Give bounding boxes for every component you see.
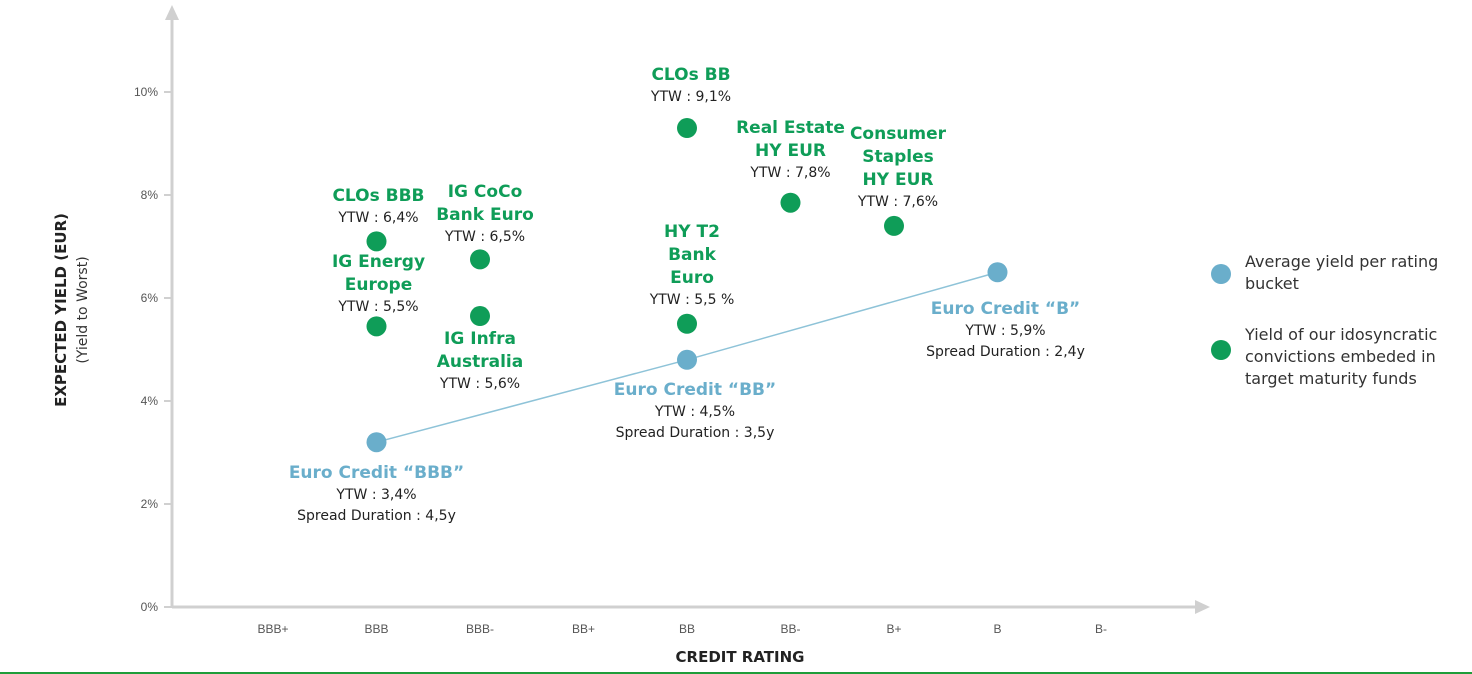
average-point-label: Euro Credit “B” bbox=[931, 299, 1080, 319]
conviction-point-label: Europe bbox=[345, 275, 412, 295]
conviction-point-label: Bank bbox=[668, 245, 717, 265]
x-tick-label: B+ bbox=[886, 622, 901, 636]
conviction-point-label: HY T2 bbox=[664, 222, 720, 242]
y-tick-label: 8% bbox=[141, 188, 159, 202]
point-detail-text: YTW : 7,6% bbox=[857, 194, 938, 210]
conviction-point-label: HY EUR bbox=[755, 141, 826, 161]
point-detail-text: YTW : 6,5% bbox=[444, 229, 525, 245]
y-axis-subtitle: (Yield to Worst) bbox=[75, 256, 91, 363]
y-axis-arrow bbox=[165, 5, 179, 20]
conviction-point-label: Bank Euro bbox=[436, 205, 534, 225]
conviction-point bbox=[677, 313, 697, 334]
legend-label: bucket bbox=[1245, 274, 1299, 293]
legend-label: Average yield per rating bbox=[1245, 252, 1438, 271]
average-point-label: Euro Credit “BBB” bbox=[289, 463, 464, 483]
y-tick-label: 4% bbox=[141, 394, 159, 408]
x-axis-arrow bbox=[1195, 600, 1210, 614]
conviction-point bbox=[884, 215, 904, 236]
y-axis-title: EXPECTED YIELD (EUR) bbox=[52, 213, 70, 407]
x-tick-label: BBB- bbox=[466, 622, 494, 636]
average-point bbox=[677, 349, 697, 370]
conviction-point bbox=[780, 192, 801, 213]
conviction-point-label: HY EUR bbox=[863, 170, 934, 190]
conviction-point-label: Real Estate bbox=[736, 118, 845, 138]
conviction-point-label: IG Infra bbox=[444, 329, 516, 349]
legend-marker bbox=[1211, 340, 1231, 360]
point-detail-text: YTW : 5,5% bbox=[337, 299, 418, 315]
legend-label: Yield of our idosyncratic bbox=[1244, 325, 1437, 344]
x-tick-label: BB+ bbox=[572, 622, 595, 636]
conviction-point-label: Consumer bbox=[850, 124, 947, 144]
x-tick-label: BB- bbox=[780, 622, 800, 636]
y-tick-label: 10% bbox=[134, 85, 158, 99]
point-detail-text: Spread Duration : 3,5y bbox=[616, 425, 775, 441]
legend-marker bbox=[1211, 264, 1231, 284]
legend-label: target maturity funds bbox=[1245, 369, 1417, 388]
y-tick-label: 6% bbox=[141, 291, 159, 305]
bottom-rule bbox=[0, 672, 1472, 674]
point-detail-text: YTW : 5,9% bbox=[964, 323, 1045, 339]
conviction-point-label: IG Energy bbox=[332, 252, 425, 272]
point-detail-text: YTW : 3,4% bbox=[335, 487, 416, 503]
point-detail-text: Spread Duration : 4,5y bbox=[297, 508, 456, 524]
conviction-point-label: Australia bbox=[437, 352, 524, 372]
x-tick-label: BBB bbox=[364, 622, 388, 636]
average-point bbox=[987, 262, 1008, 283]
conviction-point-label: Staples bbox=[862, 147, 934, 167]
x-tick-label: BB bbox=[679, 622, 695, 636]
point-detail-text: YTW : 6,4% bbox=[337, 210, 418, 226]
point-detail-text: Spread Duration : 2,4y bbox=[926, 344, 1085, 360]
conviction-point-label: Euro bbox=[670, 268, 714, 288]
average-point bbox=[366, 432, 387, 453]
conviction-point bbox=[470, 249, 490, 270]
x-axis-title: CREDIT RATING bbox=[676, 648, 805, 666]
point-detail-text: YTW : 9,1% bbox=[650, 89, 731, 105]
conviction-point-label: CLOs BBB bbox=[332, 186, 424, 206]
point-detail-text: YTW : 5,5 % bbox=[649, 292, 735, 308]
conviction-point bbox=[677, 118, 697, 139]
conviction-point-label: CLOs BB bbox=[651, 65, 730, 85]
x-tick-label: B- bbox=[1095, 622, 1107, 636]
x-tick-label: B bbox=[993, 622, 1001, 636]
point-detail-text: YTW : 5,6% bbox=[439, 376, 520, 392]
point-detail-text: YTW : 4,5% bbox=[654, 404, 735, 420]
legend-label: convictions embeded in bbox=[1245, 347, 1436, 366]
x-tick-label: BBB+ bbox=[257, 622, 288, 636]
conviction-point bbox=[366, 316, 387, 337]
conviction-point bbox=[366, 231, 387, 252]
y-tick-label: 2% bbox=[141, 497, 159, 511]
conviction-point-label: IG CoCo bbox=[448, 182, 523, 202]
y-tick-label: 0% bbox=[141, 600, 159, 614]
point-detail-text: YTW : 7,8% bbox=[749, 165, 830, 181]
conviction-point bbox=[470, 306, 490, 327]
average-point-label: Euro Credit “BB” bbox=[614, 380, 776, 400]
